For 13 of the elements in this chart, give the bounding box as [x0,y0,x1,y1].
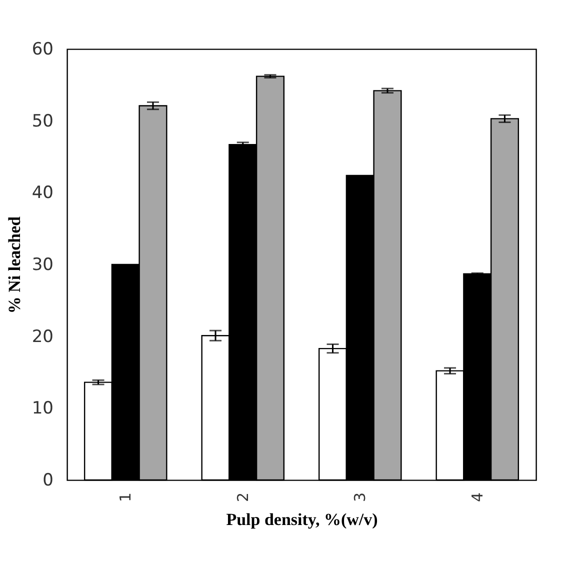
x-axis-title: Pulp density, %(w/v) [226,510,378,530]
x-tick-label: 2 [234,492,252,502]
y-axis-title: % Ni leached [4,216,24,314]
x-tick-label: 1 [116,492,135,502]
x-tick-label: 4 [468,492,486,502]
y-tick-label: 20 [32,326,54,347]
y-tick-label: 0 [42,470,54,490]
y-tick-label: 50 [32,111,54,132]
y-tick-label: 10 [32,398,54,419]
y-tick-label: 30 [32,255,54,275]
y-tick-label: 60 [32,40,54,60]
x-tick-label: 3 [351,492,370,502]
y-tick-label: 40 [32,183,54,204]
